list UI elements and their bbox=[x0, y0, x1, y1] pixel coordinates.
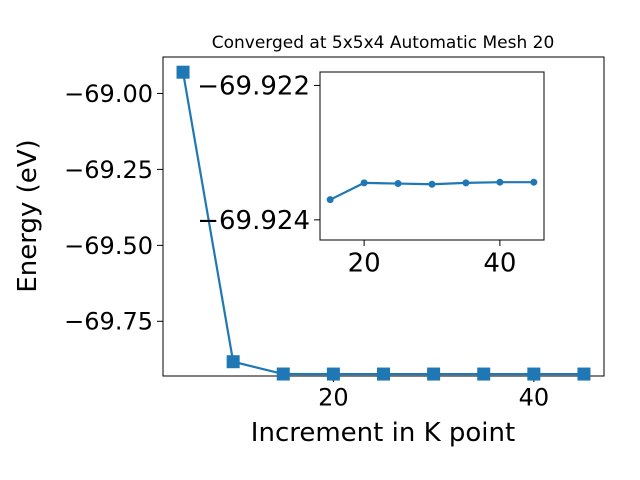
inset-y-tick-label: −69.922 bbox=[197, 72, 310, 102]
main-data-point bbox=[176, 65, 190, 79]
inset-y-tick-label: −69.924 bbox=[197, 206, 310, 236]
x-axis-label: Increment in K point bbox=[251, 418, 515, 448]
main-y-tick-label: −69.25 bbox=[64, 156, 153, 184]
main-data-point bbox=[226, 355, 240, 369]
main-data-point bbox=[577, 367, 591, 381]
inset-x-tick-label: 40 bbox=[483, 248, 516, 278]
main-y-tick-label: −69.00 bbox=[64, 80, 153, 108]
inset-x-tick-label: 20 bbox=[348, 248, 381, 278]
main-x-tick-label: 20 bbox=[318, 384, 349, 412]
inset-data-point bbox=[326, 196, 334, 204]
main-y-tick-label: −69.75 bbox=[64, 308, 153, 336]
main-data-point bbox=[377, 367, 390, 381]
main-x-ticks: 20 40 bbox=[318, 376, 549, 412]
inset-data-point bbox=[496, 178, 504, 186]
inset-x-ticks: 20 40 bbox=[348, 240, 516, 278]
inset-data-point bbox=[360, 179, 368, 187]
inset-data-point bbox=[428, 180, 436, 188]
main-data-point bbox=[477, 367, 491, 381]
inset-series bbox=[326, 178, 538, 204]
main-data-point bbox=[427, 367, 441, 381]
main-series bbox=[176, 65, 591, 381]
y-axis-label: Energy (eV) bbox=[13, 139, 43, 292]
inset-data-point bbox=[394, 180, 402, 188]
main-data-point bbox=[326, 367, 340, 381]
main-y-ticks: −69.00 −69.25 −69.50 −69.75 bbox=[64, 80, 163, 336]
chart-title: Converged at 5x5x4 Automatic Mesh 20 bbox=[212, 33, 555, 53]
inset-y-ticks: −69.924 −69.922 bbox=[197, 72, 320, 236]
inset-data-point bbox=[530, 178, 538, 186]
inset-plot-frame bbox=[319, 71, 545, 241]
main-y-tick-label: −69.50 bbox=[64, 232, 153, 260]
main-data-point bbox=[276, 367, 290, 381]
main-x-tick-label: 40 bbox=[519, 384, 550, 412]
main-data-point bbox=[527, 367, 541, 381]
inset-data-point bbox=[462, 179, 470, 187]
